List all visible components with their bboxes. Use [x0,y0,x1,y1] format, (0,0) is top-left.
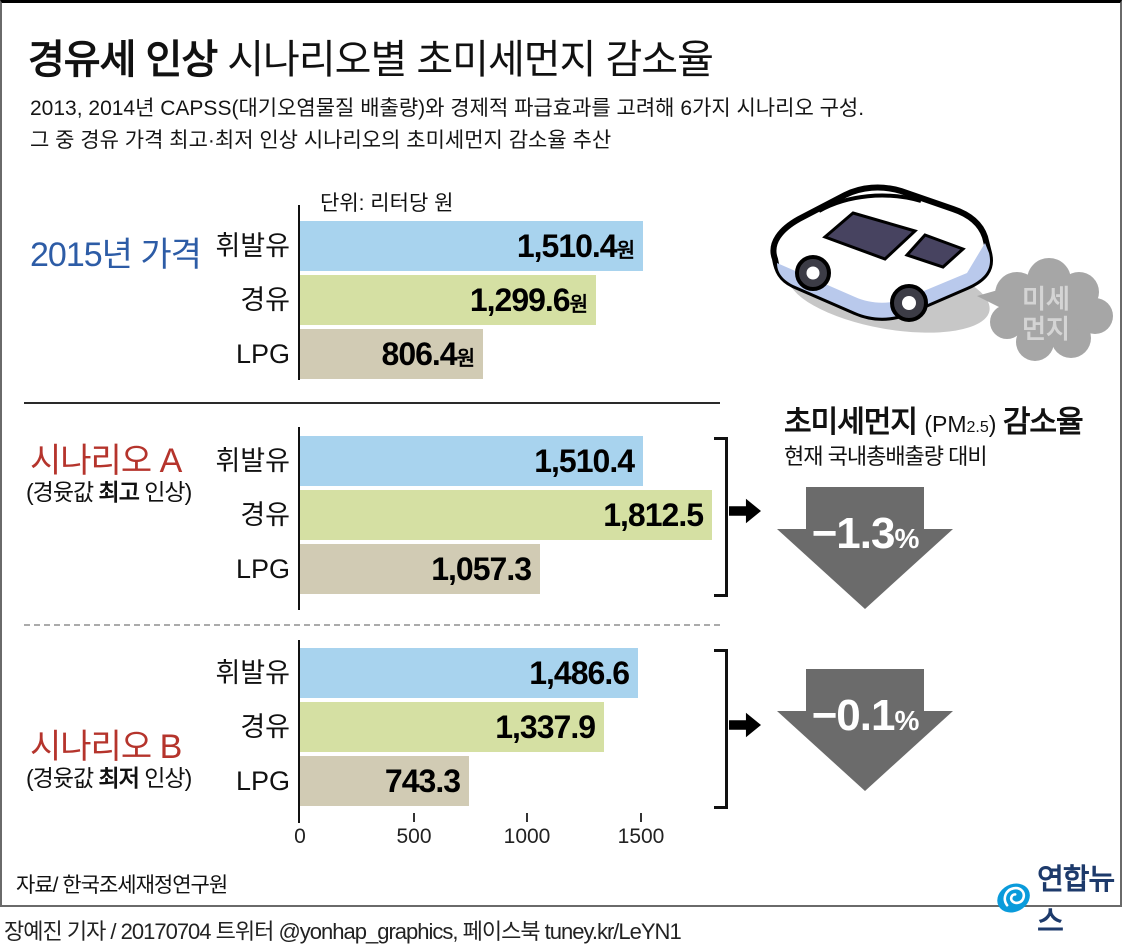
car-windshield [822,211,918,261]
axis-tick-label: 0 [294,825,306,848]
axis-tick [413,813,415,822]
unit-note: 단위: 리터당 원 [320,192,454,215]
bar-value: 806.4원 [381,336,476,372]
bar-value: 1,337.9 [495,709,596,745]
group-label-2015: 2015년 가격 [30,236,202,274]
bar-label-lpg: LPG [235,766,290,796]
bar-2015-lpg: 806.4원 [300,329,483,379]
separator-solid [24,402,720,404]
bar-a-gasoline: 1,510.4 [300,436,643,486]
bar-a-diesel: 1,812.5 [300,490,712,540]
result-value-a: −1.3% [811,509,920,558]
bar-value: 1,812.5 [603,497,704,533]
arrow-right-icon [729,712,761,738]
bar-label-lpg: LPG [235,339,290,369]
axis-tick [640,813,642,822]
bar-label-gasoline: 휘발유 [215,231,290,261]
bar-value: 1,510.4원 [516,228,635,264]
bar-b-gasoline: 1,486.6 [300,648,638,698]
subtitle: 2013, 2014년 CAPSS(대기오염물질 배출량)와 경제적 파급효과를… [30,93,864,157]
bar-2015-gasoline: 1,510.4원 [300,221,643,271]
pm-panel-subtitle: 현재 국내총배출량 대비 [784,444,988,469]
bar-label-lpg: LPG [235,554,290,584]
axis-line-2015 [298,205,300,380]
page-title: 경유세 인상 시나리오별 초미세먼지 감소율 [28,27,714,85]
title-rest: 시나리오별 초미세먼지 감소율 [217,38,714,82]
subtitle-line-2: 그 중 경유 가격 최고·최저 인상 시나리오의 초미세먼지 감소율 추산 [30,129,612,152]
separator-dashed [24,624,720,626]
bar-value: 1,299.6원 [469,282,588,318]
cloud-text-line2: 먼지 [1022,314,1070,344]
car-roof-line [818,193,922,213]
car-wheel-front-hub [806,266,820,280]
subtitle-line-1: 2013, 2014년 CAPSS(대기오염물질 배출량)와 경제적 파급효과를… [30,97,865,120]
bar-a-lpg: 1,057.3 [300,544,540,594]
car-illustration [770,184,993,333]
bar-value: 743.3 [384,763,461,799]
group-note-scenario-b: (경윳값 최저 인상) [26,765,192,791]
bar-label-diesel: 경유 [240,285,290,315]
axis-line-scenario-b [298,640,300,823]
car-body-lower [777,243,991,318]
source-credit: 자료/ 한국조세재정연구원 [16,874,228,897]
bar-b-lpg: 743.3 [300,756,469,806]
bar-label-diesel: 경유 [240,500,290,530]
car-wheel-rear-hub [902,296,916,310]
bracket-scenario-a [714,437,728,597]
exhaust-cloud: 미세 먼지 [977,258,1113,361]
group-note-scenario-a: (경윳값 최고 인상) [26,479,192,505]
yonhap-logo: 연합뉴스 [995,856,1120,940]
bar-value: 1,510.4 [534,443,635,479]
axis-tick-label: 500 [396,825,432,848]
axis-tick [526,813,528,822]
result-value-b: −0.1% [811,691,920,740]
bar-b-diesel: 1,337.9 [300,702,604,752]
byline: 장예진 기자 / 20170704 트위터 @yonhap_graphics, … [4,919,682,944]
bracket-scenario-b [714,649,728,809]
group-label-scenario-b: 시나리오 B [30,728,182,766]
pm-panel-title: 초미세먼지 (PM2.5) 감소율 [784,406,1084,439]
bar-label-gasoline: 휘발유 [215,446,290,476]
title-emphasis: 경유세 인상 [28,38,218,82]
bar-label-diesel: 경유 [240,712,290,742]
yonhap-logo-icon [997,883,1030,913]
yonhap-logo-text: 연합뉴스 [1037,864,1115,938]
axis-tick-label: 1500 [617,825,665,848]
arrow-right-icon [729,498,761,524]
group-label-scenario-a: 시나리오 A [30,442,182,480]
result-arrow-down-b [777,669,953,791]
axis-tick-label: 1000 [503,825,551,848]
car-rear-window [904,233,966,269]
bar-value: 1,486.6 [529,655,630,691]
axis-line-scenario-a [298,427,300,610]
result-arrow-down-a [777,487,953,609]
bar-2015-diesel: 1,299.6원 [300,275,596,325]
bar-label-gasoline: 휘발유 [215,658,290,688]
cloud-text-line1: 미세 [1022,284,1070,314]
bar-value: 1,057.3 [431,551,532,587]
